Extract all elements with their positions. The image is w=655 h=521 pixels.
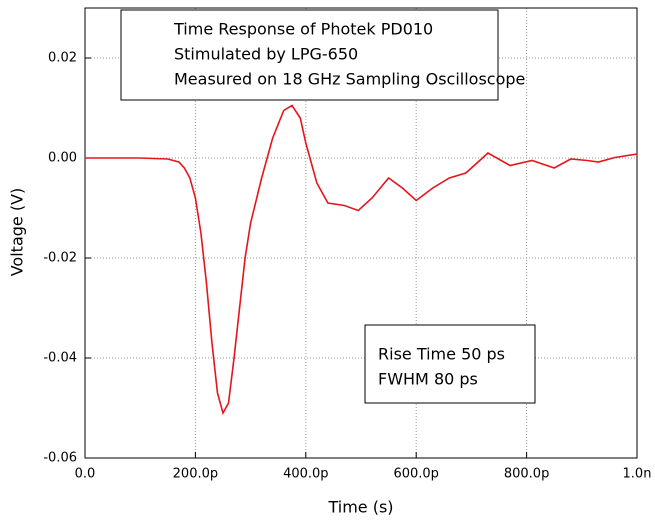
annotation-text: Stimulated by LPG-650: [174, 45, 358, 64]
data-line: [85, 104, 638, 416]
y-axis-label: Voltage (V): [8, 188, 27, 277]
x-axis-label: Time (s): [327, 498, 393, 517]
annotation-box: [120, 9, 499, 101]
y-tick-label: -0.06: [43, 451, 77, 466]
y-tick-label: 0.00: [48, 151, 77, 166]
x-tick-label: 800.0p: [504, 467, 549, 482]
x-tick-label: 400.0p: [283, 467, 328, 482]
plot-frame: [84, 7, 638, 459]
y-tick-label: 0.02: [48, 51, 77, 66]
annotation-text: Measured on 18 GHz Sampling Oscilloscope: [174, 70, 525, 89]
annotation-box: [364, 324, 536, 404]
annotation-text: Rise Time 50 ps: [378, 345, 505, 364]
x-tick-label: 0.0: [75, 467, 96, 482]
x-tick-label: 1.0n: [623, 467, 652, 482]
x-tick-label: 200.0p: [173, 467, 218, 482]
y-tick-label: -0.02: [43, 251, 77, 266]
y-tick-label: -0.04: [43, 351, 77, 366]
annotation-text: Time Response of Photek PD010: [173, 20, 433, 39]
x-tick-label: 600.0p: [393, 467, 438, 482]
annotation-text: FWHM 80 ps: [378, 370, 478, 389]
